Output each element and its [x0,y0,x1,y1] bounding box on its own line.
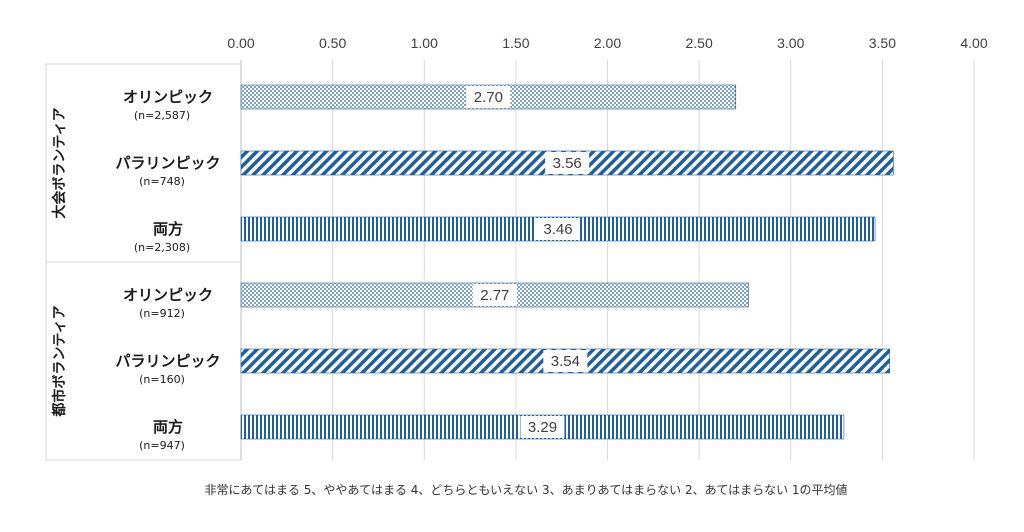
data-label: 3.46 [543,221,572,238]
gridlines [240,60,975,460]
group-label: 大会ボランティア [51,107,68,218]
x-tick-label: 3.50 [869,35,896,51]
data-label: 2.70 [474,89,503,106]
category-count: (n=2,587) [134,109,190,122]
x-tick-label: 1.50 [502,35,529,51]
x-tick-label: 1.00 [411,35,438,51]
category-count: (n=160) [139,373,185,386]
bars: オリンピック (n=2,587) 2.70 パラリンピック (n=748) 3.56 両方 (… [115,84,894,452]
data-label-bg [545,152,590,174]
data-label-bg [520,416,565,438]
x-tick-label: 0.00 [227,35,254,51]
data-label: 2.77 [480,287,509,304]
x-tick-label: 4.00 [960,35,987,51]
category-label: 両方 [153,418,183,436]
data-label-bg [543,350,588,372]
x-tick-label: 3.00 [777,35,804,51]
x-tick-label: 2.00 [594,35,621,51]
data-label-bg [466,86,511,108]
category-label: オリンピック [123,286,213,304]
category-count: (n=2,308) [134,241,190,254]
data-label-bg [472,284,517,306]
category-label: パラリンピック [115,352,220,370]
group-label: 都市ボランティア [51,305,68,417]
data-label: 3.54 [551,353,580,370]
data-label: 3.29 [528,419,557,436]
x-tick-label: 0.50 [319,35,346,51]
category-frame [45,60,242,461]
x-axis-ticks: 0.00 0.50 1.00 1.50 2.00 2.50 3.00 3.50 4.00 [227,35,987,51]
category-count: (n=748) [139,175,185,188]
category-count: (n=912) [139,307,185,320]
category-label: オリンピック [123,88,213,106]
x-tick-label: 2.50 [686,35,713,51]
data-label: 3.56 [553,155,582,172]
footnote: 非常にあてはまる 5、ややあてはまる 4、どちらともいえない 3、あまりあてはま… [204,482,847,497]
category-label: パラリンピック [115,154,220,172]
category-count: (n=947) [139,439,185,452]
category-label: 両方 [153,220,183,238]
data-label-bg [536,218,581,240]
